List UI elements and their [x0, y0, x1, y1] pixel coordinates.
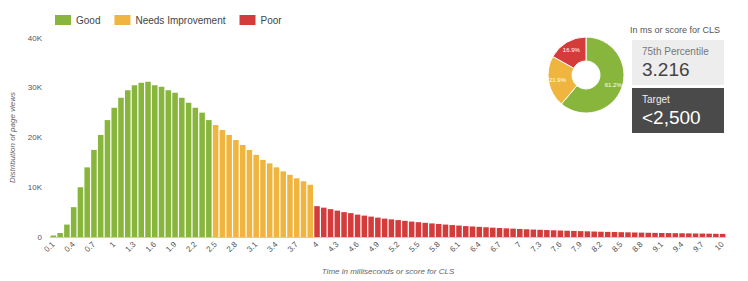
svg-text:7.9: 7.9: [570, 239, 585, 254]
svg-text:4.9: 4.9: [367, 239, 382, 254]
svg-text:Needs Improvement: Needs Improvement: [135, 15, 225, 26]
svg-text:7.3: 7.3: [529, 239, 544, 254]
svg-text:Distribution of page views: Distribution of page views: [8, 92, 17, 183]
svg-text:Good: Good: [76, 15, 100, 26]
svg-text:30K: 30K: [28, 83, 43, 92]
svg-text:3.4: 3.4: [265, 239, 280, 254]
svg-text:Time in milliseconds or score: Time in milliseconds or score for CLS: [322, 267, 455, 276]
svg-text:1.9: 1.9: [164, 239, 179, 254]
svg-text:5.2: 5.2: [387, 239, 402, 254]
svg-text:0.7: 0.7: [83, 239, 98, 254]
svg-text:21.9%: 21.9%: [549, 77, 567, 83]
svg-text:20K: 20K: [28, 133, 43, 142]
svg-text:8.8: 8.8: [630, 239, 645, 254]
svg-text:1.3: 1.3: [123, 239, 138, 254]
svg-text:40K: 40K: [28, 34, 43, 43]
svg-text:5.8: 5.8: [428, 239, 443, 254]
svg-text:2.2: 2.2: [184, 239, 199, 254]
svg-text:In ms or score for CLS: In ms or score for CLS: [630, 25, 720, 35]
svg-text:3.7: 3.7: [286, 239, 301, 254]
svg-text:7: 7: [513, 239, 523, 249]
svg-text:16.9%: 16.9%: [563, 47, 581, 53]
svg-text:4: 4: [311, 239, 321, 249]
svg-text:6.4: 6.4: [468, 239, 483, 254]
svg-text:4.6: 4.6: [347, 239, 362, 254]
svg-text:0.4: 0.4: [63, 239, 78, 254]
svg-text:10: 10: [713, 239, 726, 252]
svg-text:Poor: Poor: [261, 15, 283, 26]
svg-text:<2,500: <2,500: [642, 107, 701, 128]
svg-text:9.1: 9.1: [651, 239, 666, 254]
svg-text:7.6: 7.6: [549, 239, 564, 254]
svg-text:0: 0: [38, 233, 43, 242]
svg-text:10K: 10K: [28, 183, 43, 192]
svg-text:4.3: 4.3: [326, 239, 341, 254]
svg-text:8.2: 8.2: [590, 239, 605, 254]
svg-text:1: 1: [108, 239, 118, 249]
svg-text:61.2%: 61.2%: [605, 82, 623, 88]
svg-text:3.216: 3.216: [642, 59, 690, 80]
svg-text:75th Percentile: 75th Percentile: [642, 46, 709, 57]
svg-text:9.7: 9.7: [691, 239, 706, 254]
svg-text:5.5: 5.5: [407, 239, 422, 254]
svg-text:2.8: 2.8: [225, 239, 240, 254]
svg-text:0.1: 0.1: [42, 239, 57, 254]
svg-text:6.7: 6.7: [489, 239, 504, 254]
svg-text:8.5: 8.5: [610, 239, 625, 254]
svg-text:3.1: 3.1: [245, 239, 260, 254]
svg-text:6.1: 6.1: [448, 239, 463, 254]
svg-text:1.6: 1.6: [144, 239, 159, 254]
svg-text:Target: Target: [642, 94, 670, 105]
svg-text:9.4: 9.4: [671, 239, 686, 254]
svg-text:2.5: 2.5: [205, 239, 220, 254]
